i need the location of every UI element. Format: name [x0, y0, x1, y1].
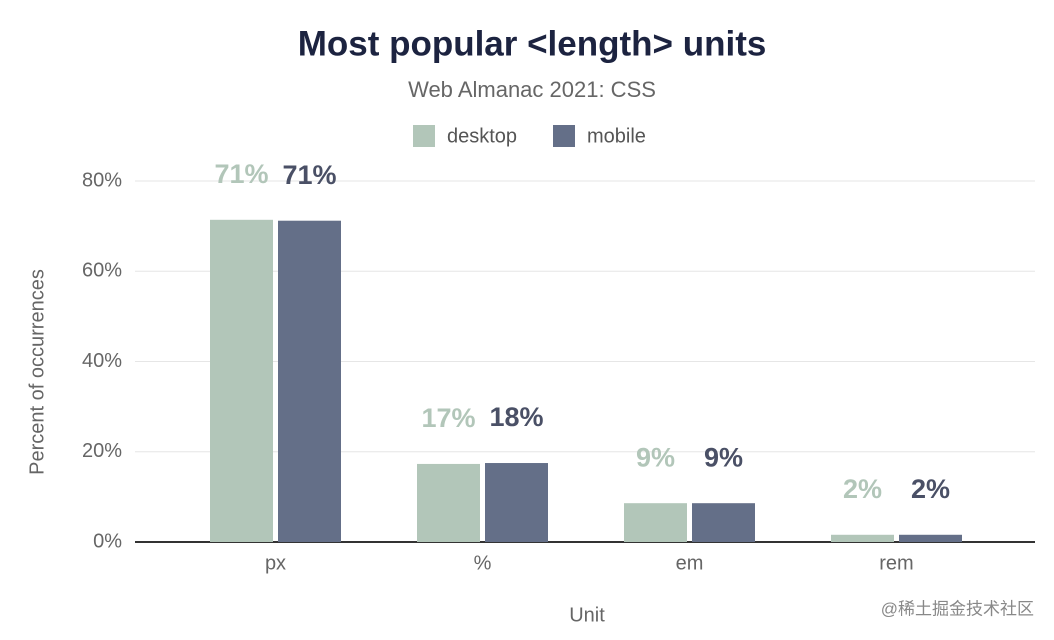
x-tick-label: em: [676, 552, 704, 574]
value-label: 71%: [282, 160, 336, 190]
bar: [210, 219, 273, 542]
legend-swatch: [553, 125, 575, 147]
bar: [899, 534, 962, 542]
bar: [624, 503, 687, 542]
watermark: @稀土掘金技术社区: [881, 599, 1034, 618]
y-tick-label: 40%: [82, 350, 122, 372]
legend-label: desktop: [447, 125, 517, 147]
y-axis-label: Percent of occurrences: [26, 269, 48, 475]
value-label: 71%: [214, 159, 268, 189]
x-axis-label: Unit: [569, 604, 605, 626]
value-label: 17%: [421, 403, 475, 433]
legend-label: mobile: [587, 125, 646, 147]
legend-swatch: [413, 125, 435, 147]
x-tick-label: %: [474, 552, 492, 574]
bar: [485, 463, 548, 542]
value-label: 9%: [704, 442, 743, 472]
y-tick-label: 20%: [82, 440, 122, 462]
value-label: 2%: [911, 474, 950, 504]
x-tick-label: rem: [879, 552, 913, 574]
x-tick-label: px: [265, 552, 286, 574]
value-label: 18%: [489, 402, 543, 432]
chart-title: Most popular <length> units: [298, 24, 767, 63]
y-tick-label: 0%: [93, 530, 122, 552]
value-label: 9%: [636, 442, 675, 472]
bar: [692, 503, 755, 542]
bar: [417, 463, 480, 542]
chart-subtitle: Web Almanac 2021: CSS: [408, 77, 656, 102]
y-tick-label: 80%: [82, 169, 122, 191]
bar: [831, 534, 894, 542]
value-label: 2%: [843, 474, 882, 504]
bar: [278, 220, 341, 542]
y-tick-label: 60%: [82, 260, 122, 282]
